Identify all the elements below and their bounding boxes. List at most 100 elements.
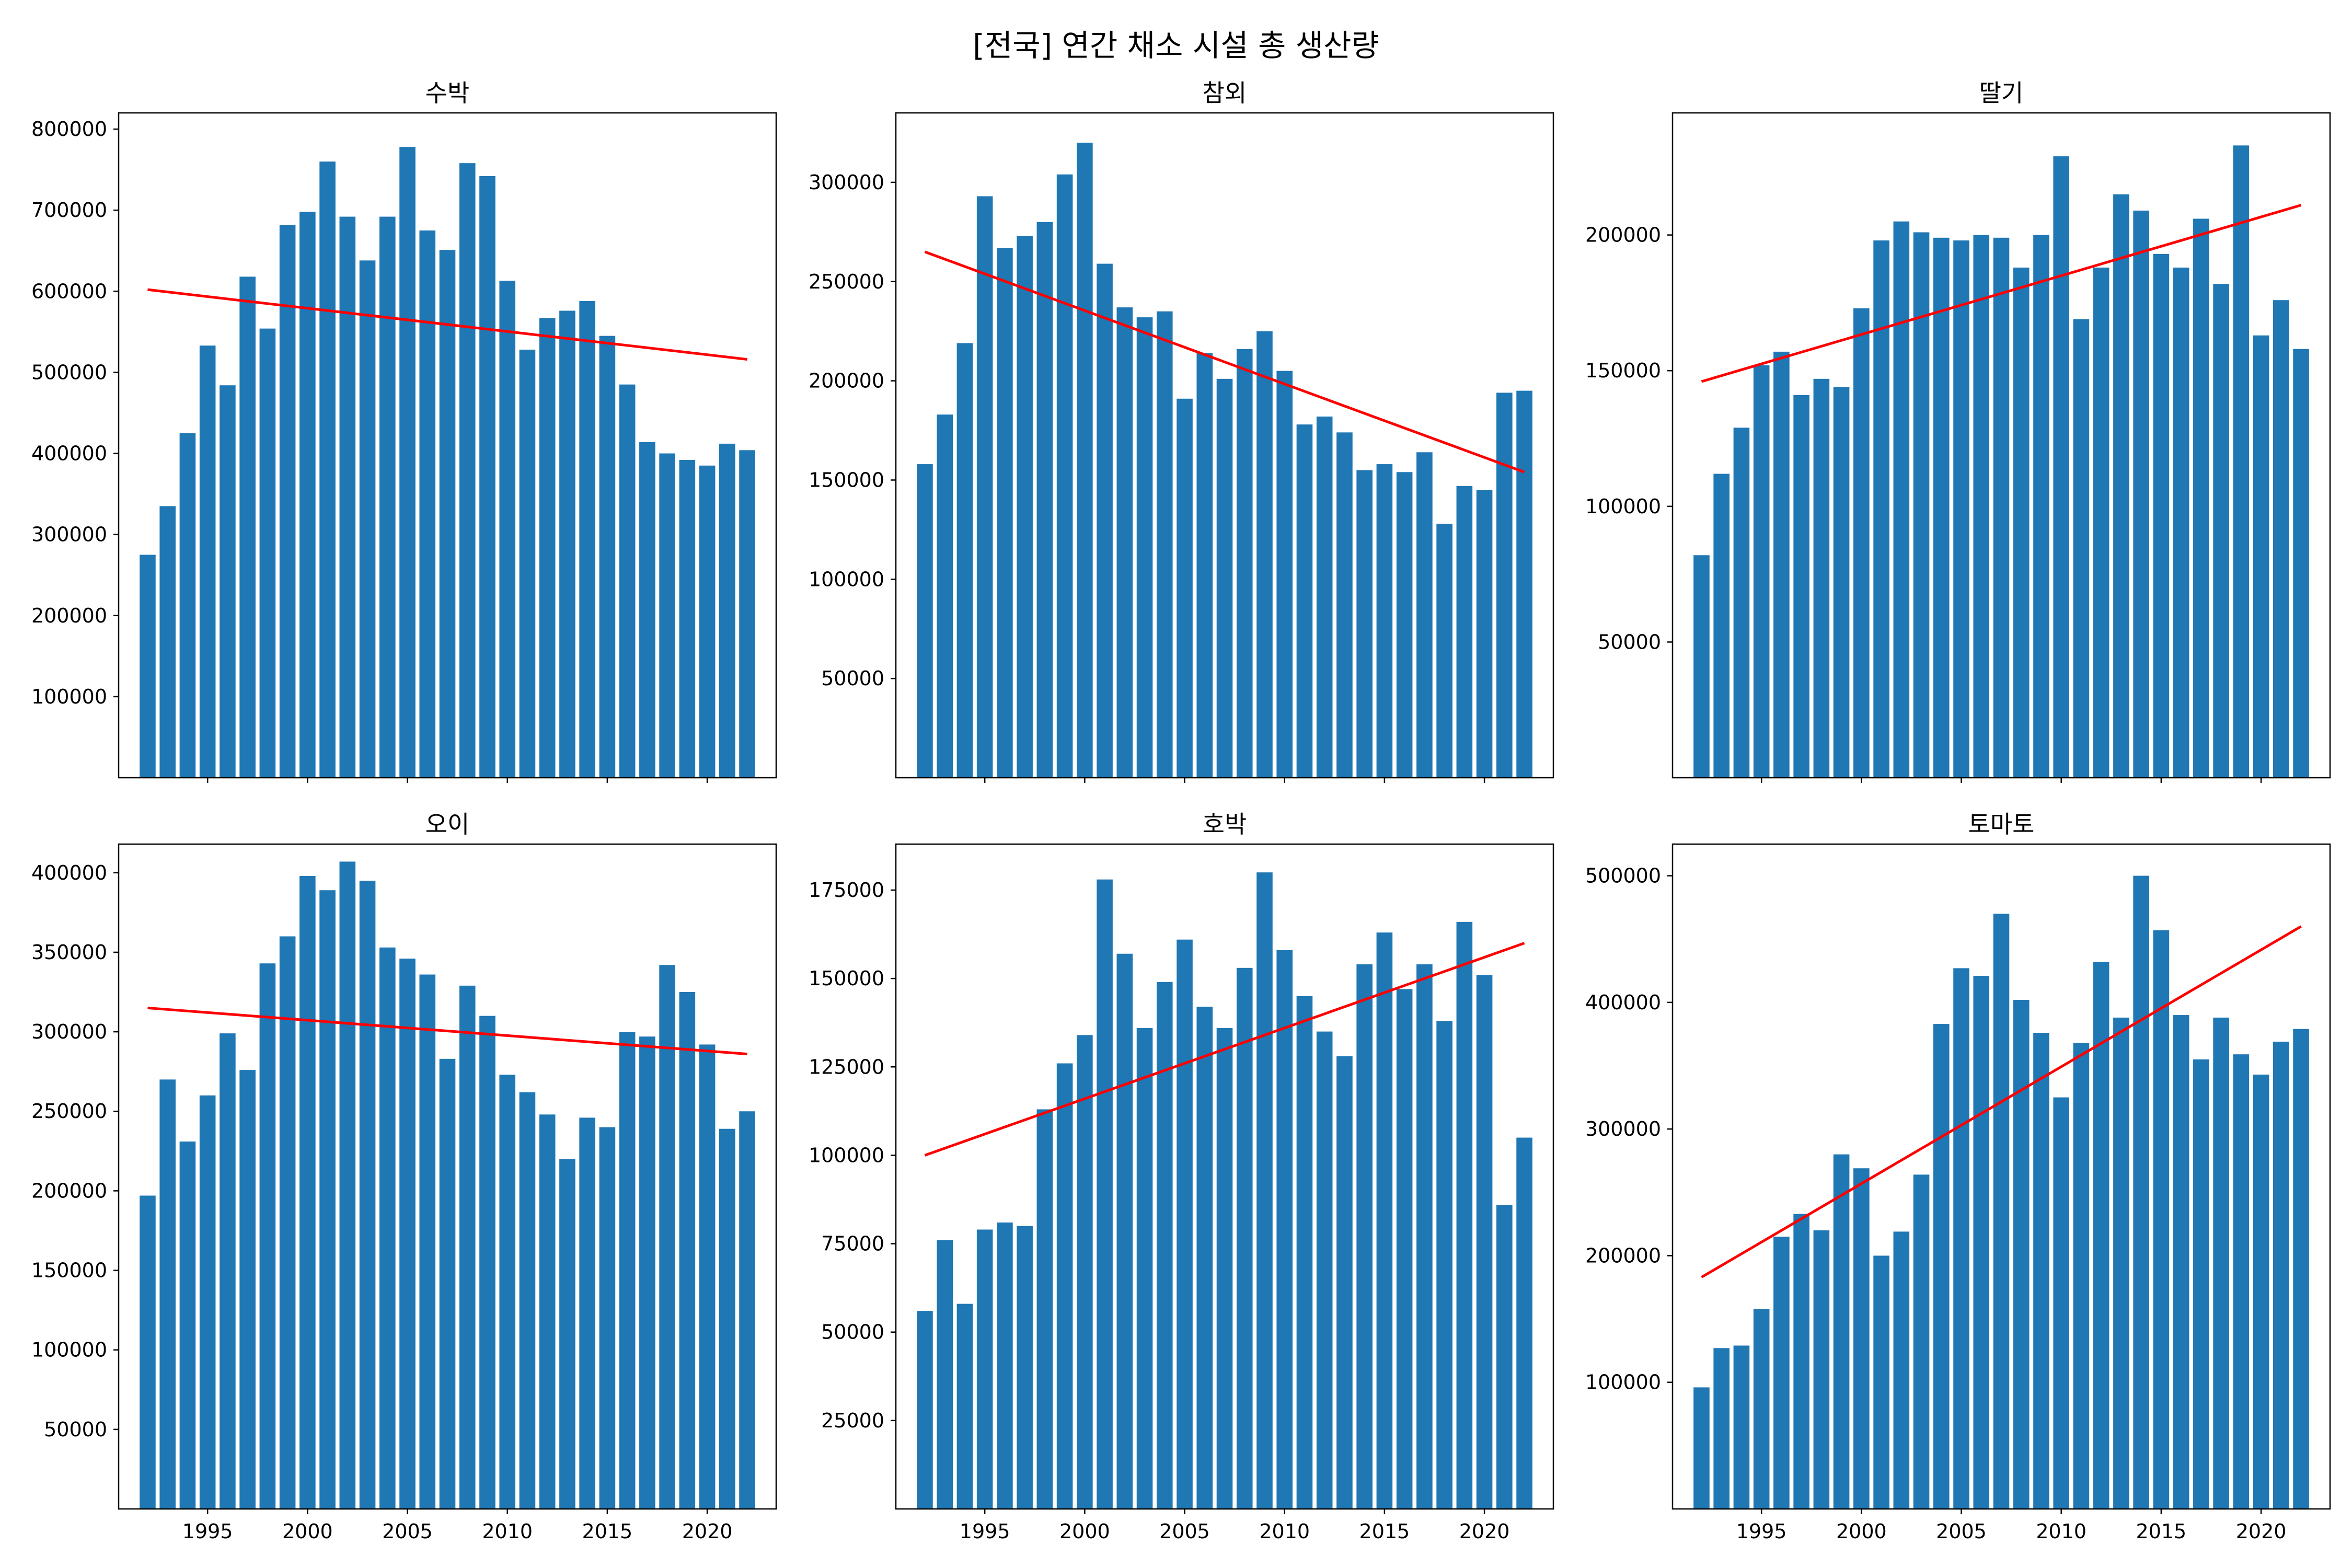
subplot-title: 수박 [425, 79, 470, 107]
bar-1999 [279, 225, 296, 778]
bar-2022 [739, 450, 755, 778]
bar-1999 [279, 936, 296, 1509]
ytick-label: 50000 [1598, 630, 1661, 653]
bar-2005 [1953, 240, 1969, 778]
bar-2002 [339, 861, 356, 1509]
bar-2014 [579, 301, 595, 778]
ytick-label: 175000 [809, 879, 884, 902]
xtick-label: 1995 [960, 1520, 1010, 1543]
bar-1997 [1017, 236, 1033, 778]
xtick-label: 2000 [282, 1520, 333, 1543]
bar-1999 [1833, 387, 1850, 778]
bar-2013 [559, 310, 575, 778]
bar-2009 [1256, 872, 1273, 1509]
bar-1993 [1713, 1348, 1730, 1509]
bar-2017 [1416, 964, 1433, 1509]
bar-1997 [1793, 1214, 1809, 1509]
axes-frame [895, 112, 1554, 779]
ytick-label: 150000 [31, 1259, 107, 1282]
bar-2008 [1236, 967, 1253, 1509]
bar-2013 [1336, 1056, 1353, 1509]
bar-2014 [2133, 210, 2149, 778]
bar-1998 [259, 328, 276, 778]
bar-2000 [299, 212, 316, 778]
bar-2022 [1516, 390, 1532, 778]
ytick-label: 200000 [809, 370, 884, 393]
bar-1995 [1753, 1309, 1770, 1509]
xtick-label: 2005 [1159, 1520, 1210, 1543]
xtick-label: 2015 [582, 1520, 633, 1543]
ytick-label: 50000 [44, 1418, 107, 1441]
bar-2020 [1476, 975, 1493, 1509]
bar-2013 [1336, 432, 1353, 778]
bar-2004 [379, 216, 396, 778]
bar-2022 [2293, 349, 2309, 778]
bar-1993 [159, 506, 176, 778]
bar-2010 [2053, 1097, 2070, 1509]
xtick-label: 2015 [1359, 1520, 1410, 1543]
axes-frame [1671, 843, 2331, 1510]
bar-2017 [2193, 218, 2209, 778]
bar-2013 [2113, 1017, 2129, 1509]
bar-2018 [2213, 284, 2229, 778]
bar-2018 [659, 965, 675, 1509]
trend-line [147, 288, 747, 361]
bar-2018 [2213, 1017, 2229, 1509]
bar-2005 [1953, 968, 1969, 1509]
bar-2016 [619, 384, 636, 778]
bar-2005 [399, 147, 416, 778]
bar-1998 [1813, 378, 1830, 778]
ytick-label: 300000 [1585, 1117, 1661, 1140]
bar-2002 [339, 216, 356, 778]
bar-2009 [2033, 235, 2049, 778]
bar-2020 [699, 1044, 716, 1509]
bar-2005 [1177, 939, 1193, 1509]
bar-2002 [1893, 221, 1910, 778]
bar-2006 [1973, 975, 1990, 1509]
ytick-label: 125000 [809, 1055, 884, 1078]
bar-2017 [639, 442, 655, 778]
xtick-label: 2005 [382, 1520, 433, 1543]
ytick-label: 200000 [1585, 224, 1661, 247]
ytick-label: 400000 [1585, 991, 1661, 1014]
bar-2001 [1097, 263, 1113, 778]
ytick-label: 250000 [809, 270, 884, 293]
ytick-label: 75000 [821, 1232, 884, 1255]
bar-1994 [1733, 428, 1750, 778]
bar-1998 [1813, 1230, 1830, 1509]
bar-2003 [1913, 1174, 1930, 1509]
bar-2001 [1873, 240, 1889, 778]
xtick-label: 2015 [2136, 1520, 2187, 1543]
bar-2007 [1216, 378, 1233, 778]
ytick-label: 50000 [821, 667, 884, 690]
axes-frame [1671, 112, 2331, 779]
bar-1992 [917, 1311, 933, 1509]
subplot-4: 50000 100000 150000 200000 250000 300000 35000… [31, 810, 777, 1543]
bar-2006 [419, 230, 436, 778]
bar-2009 [2033, 1033, 2049, 1509]
bar-2001 [319, 890, 336, 1509]
bar-2006 [1973, 235, 1990, 778]
bar-2011 [519, 1092, 536, 1509]
bar-2000 [299, 875, 316, 1509]
bar-1999 [1833, 1154, 1850, 1509]
bar-2007 [439, 1058, 456, 1509]
bar-2019 [1456, 486, 1473, 778]
subplot-title: 호박 [1203, 810, 1247, 838]
bar-1997 [1793, 395, 1809, 778]
bar-1997 [239, 1070, 256, 1509]
bar-1994 [956, 343, 973, 778]
bar-2015 [599, 336, 616, 778]
bar-2021 [719, 1128, 735, 1509]
ytick-label: 350000 [31, 941, 107, 964]
bar-1994 [956, 1304, 973, 1509]
ytick-label: 500000 [31, 361, 107, 384]
ytick-label: 100000 [1585, 1371, 1661, 1394]
ytick-label: 600000 [31, 280, 107, 303]
axes-frame [118, 112, 777, 779]
bar-2008 [2013, 267, 2030, 778]
bar-1998 [259, 963, 276, 1509]
bar-1999 [1056, 1063, 1073, 1509]
ytick-label: 400000 [31, 442, 107, 465]
